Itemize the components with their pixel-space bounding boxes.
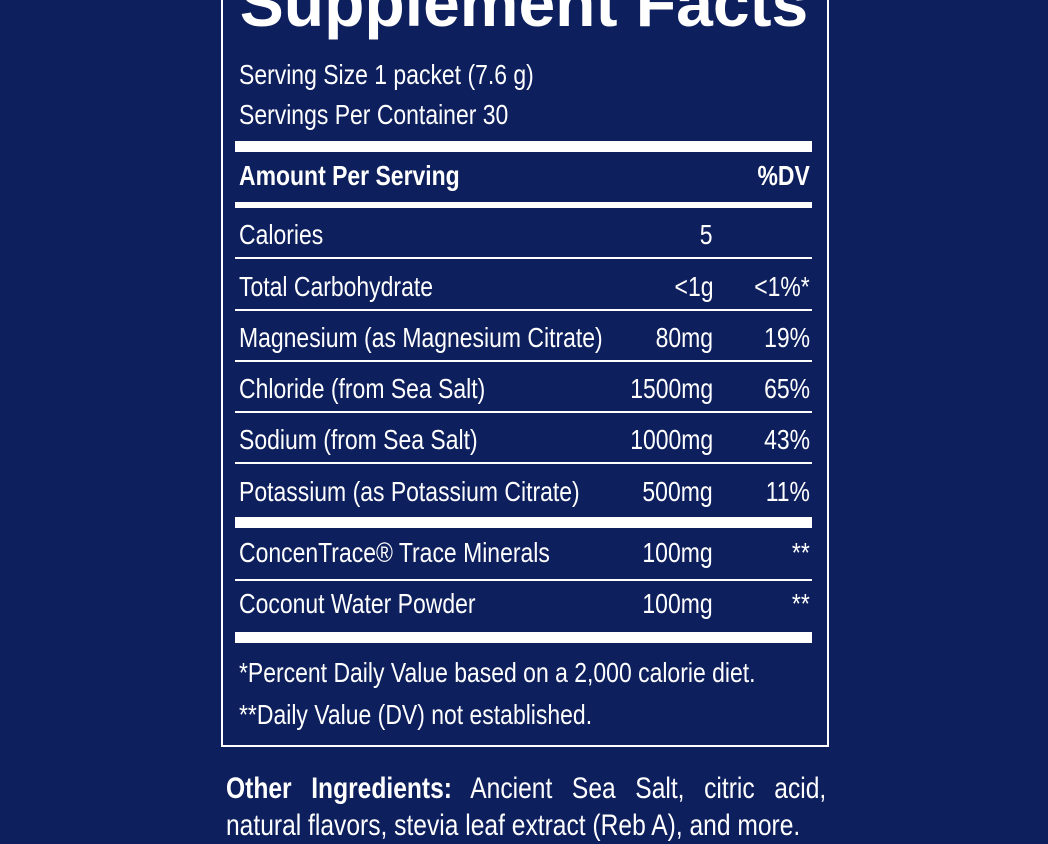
thin-rule <box>235 360 812 362</box>
thick-rule <box>235 632 812 643</box>
nutrient-dv: ** <box>792 588 810 619</box>
rule <box>235 202 812 208</box>
other-text: Ancient Sea Salt, citric acid, natural f… <box>226 772 827 842</box>
thin-rule <box>235 462 812 464</box>
thick-rule <box>235 141 812 152</box>
footnote: *Percent Daily Value based on a 2,000 ca… <box>239 657 756 688</box>
nutrient-dv: 43% <box>764 424 810 455</box>
footnote: **Daily Value (DV) not established. <box>239 699 593 730</box>
nutrient-name: Total Carbohydrate <box>239 271 433 302</box>
nutrient-dv: 11% <box>765 476 810 507</box>
nutrient-name: Coconut Water Powder <box>239 588 476 619</box>
header-dv: %DV <box>757 160 810 191</box>
nutrient-dv: 65% <box>764 373 810 404</box>
nutrient-name: Potassium (as Potassium Citrate) <box>239 476 580 507</box>
nutrient-amount: 100mg <box>642 588 713 619</box>
servings-per-container: Servings Per Container 30 <box>239 99 509 130</box>
nutrient-name: Calories <box>239 219 324 250</box>
nutrient-amount: 100mg <box>642 537 713 568</box>
title: Supplement Facts <box>239 0 809 40</box>
nutrient-amount: 1000mg <box>630 424 713 455</box>
nutrient-name: Magnesium (as Magnesium Citrate) <box>239 322 603 353</box>
other-ingredients: Other Ingredients: Ancient Sea Salt, cit… <box>226 770 826 844</box>
header-amount: Amount Per Serving <box>239 160 460 191</box>
nutrient-dv: <1%* <box>754 271 810 302</box>
serving-size: Serving Size 1 packet (7.6 g) <box>239 59 534 90</box>
other-label: Other Ingredients: <box>226 772 452 805</box>
nutrient-amount: 1500mg <box>630 373 713 404</box>
thick-rule <box>235 517 812 528</box>
nutrient-amount: <1g <box>674 271 713 302</box>
thin-rule <box>235 411 812 413</box>
nutrient-amount: 500mg <box>642 476 713 507</box>
facts-panel <box>221 0 829 747</box>
thin-rule <box>235 309 812 311</box>
nutrient-name: Sodium (from Sea Salt) <box>239 424 478 455</box>
nutrient-name: ConcenTrace® Trace Minerals <box>239 537 550 568</box>
nutrient-name: Chloride (from Sea Salt) <box>239 373 486 404</box>
thin-rule <box>235 579 812 581</box>
nutrient-dv: 19% <box>764 322 810 353</box>
nutrient-amount: 80mg <box>655 322 713 353</box>
thin-rule <box>235 257 812 259</box>
nutrient-dv: ** <box>792 537 810 568</box>
nutrient-amount: 5 <box>700 219 713 250</box>
